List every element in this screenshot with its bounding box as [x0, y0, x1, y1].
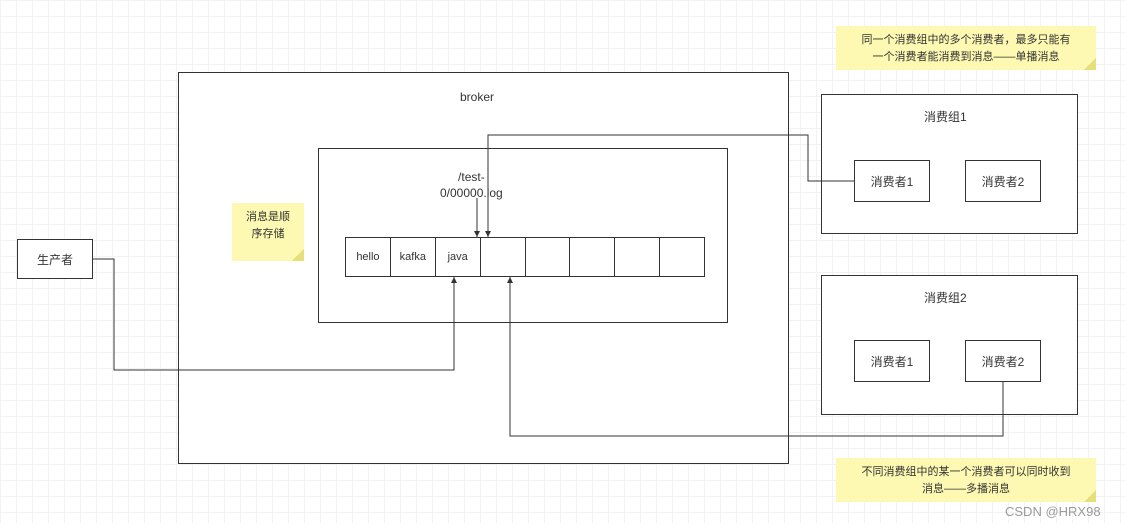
- g2-consumer-2: 消费者2: [965, 340, 1041, 382]
- message-cell: java: [436, 238, 481, 276]
- message-cell: [526, 238, 571, 276]
- note-fold-icon: [292, 249, 304, 261]
- g1-consumer-1-label: 消费者1: [871, 173, 914, 190]
- note-multicast-line2: 消息——多播消息: [922, 483, 1010, 495]
- message-row: hello kafka java: [345, 237, 705, 277]
- note-multicast-line1: 不同消费组中的某一个消费者可以同时收到: [862, 466, 1071, 478]
- message-cell: kafka: [391, 238, 436, 276]
- g2-consumer-1: 消费者1: [854, 340, 930, 382]
- message-cell: [570, 238, 615, 276]
- log-file-line1: /test-: [458, 170, 485, 184]
- consumer-group-1-title: 消费组1: [924, 108, 967, 125]
- note-storage-line2: 序存储: [252, 228, 285, 240]
- consumer-group-2-title: 消费组2: [924, 289, 967, 306]
- message-cell: [660, 238, 704, 276]
- note-storage-line1: 消息是顺: [246, 211, 290, 223]
- inner-box: [318, 148, 728, 323]
- message-cell: [615, 238, 660, 276]
- note-multicast: 不同消费组中的某一个消费者可以同时收到 消息——多播消息: [836, 458, 1096, 502]
- g2-consumer-1-label: 消费者1: [871, 353, 914, 370]
- log-file-line2: 0/00000.log: [440, 186, 503, 200]
- note-unicast-line2: 一个消费者能消费到消息——单播消息: [873, 51, 1060, 63]
- note-unicast: 同一个消费组中的多个消费者，最多只能有 一个消费者能消费到消息——单播消息: [836, 26, 1096, 70]
- message-cell: [481, 238, 526, 276]
- log-file-label: /test- 0/00000.log: [440, 170, 503, 201]
- g1-consumer-1: 消费者1: [854, 160, 930, 202]
- producer-label: 生产者: [37, 251, 73, 268]
- note-unicast-line1: 同一个消费组中的多个消费者，最多只能有: [862, 34, 1071, 46]
- watermark-text: CSDN @HRX98: [1005, 504, 1101, 519]
- broker-label: broker: [460, 90, 494, 104]
- note-fold-icon: [1084, 490, 1096, 502]
- producer-box: 生产者: [17, 239, 93, 279]
- g2-consumer-2-label: 消费者2: [982, 353, 1025, 370]
- g1-consumer-2-label: 消费者2: [982, 173, 1025, 190]
- g1-consumer-2: 消费者2: [965, 160, 1041, 202]
- note-fold-icon: [1084, 58, 1096, 70]
- message-cell: hello: [346, 238, 391, 276]
- note-storage: 消息是顺 序存储: [232, 203, 304, 261]
